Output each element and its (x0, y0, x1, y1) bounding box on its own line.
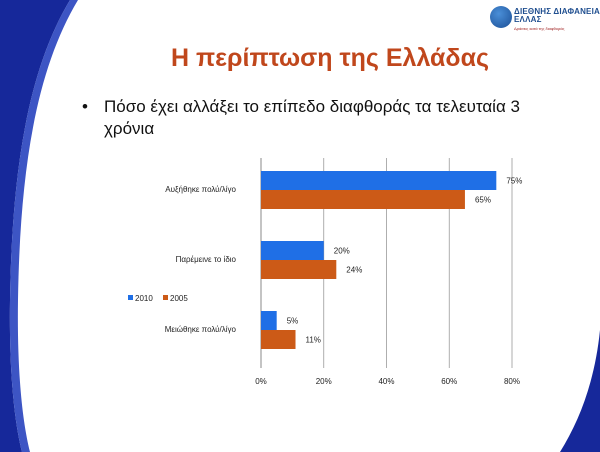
bullet-text: Πόσο έχει αλλάξει το επίπεδο διαφθοράς τ… (104, 97, 520, 138)
category-label: Αυξήθηκε πολύ/λίγο (165, 185, 236, 194)
data-label: 11% (306, 336, 321, 345)
bar-2010 (261, 311, 277, 330)
data-label: 75% (506, 177, 522, 186)
legend-label-2010: 2010 (135, 294, 153, 303)
globe-icon (490, 6, 512, 28)
bar-2010 (261, 171, 497, 190)
category-label: Παρέμεινε το ίδιο (176, 255, 237, 264)
x-tick-label: 60% (441, 377, 457, 386)
bar-2005 (261, 260, 337, 279)
slide-title: Η περίπτωση της Ελλάδας (171, 44, 489, 72)
logo-org-name: ΔΙΕΘΝΗΣ ΔΙΑΦΑΝΕΙΑ ΕΛΛΑΣ (514, 7, 600, 24)
x-tick-label: 0% (255, 377, 267, 386)
data-label: 24% (346, 266, 362, 275)
x-tick-label: 20% (316, 377, 332, 386)
x-tick-label: 40% (378, 377, 394, 386)
chart-legend: 2010 2005 (128, 294, 196, 303)
legend-item-2005: 2005 (163, 294, 188, 303)
data-label: 20% (334, 247, 350, 256)
data-label: 65% (475, 196, 491, 205)
legend-label-2005: 2005 (170, 294, 188, 303)
bar-2005 (261, 330, 296, 349)
x-tick-label: 80% (504, 377, 520, 386)
bar-2010 (261, 241, 324, 260)
logo-tagline: Δράσεις κατά της διαφθοράς (514, 26, 565, 31)
bar-2005 (261, 190, 465, 209)
legend-swatch-2010 (128, 295, 133, 300)
legend-swatch-2005 (163, 295, 169, 300)
category-label: Μειώθηκε πολύ/λίγο (165, 325, 237, 334)
organization-logo: ΔΙΕΘΝΗΣ ΔΙΑΦΑΝΕΙΑ ΕΛΛΑΣ Δράσεις κατά της… (490, 6, 600, 36)
bullet-dot: • (82, 97, 88, 116)
legend-item-2010: 2010 (128, 294, 153, 303)
data-label: 5% (287, 317, 299, 326)
